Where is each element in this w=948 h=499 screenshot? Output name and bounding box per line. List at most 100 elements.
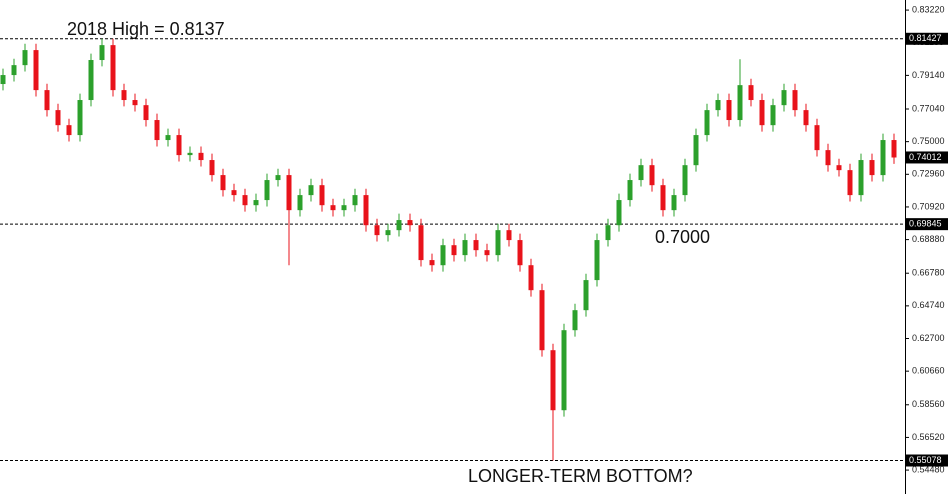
candle-body bbox=[132, 100, 138, 106]
y-tick-label: 0.58560 bbox=[912, 399, 945, 409]
annotation: LONGER-TERM BOTTOM? bbox=[468, 466, 693, 486]
candle-body bbox=[154, 120, 160, 141]
candle-body bbox=[286, 175, 292, 211]
candle-body bbox=[792, 90, 798, 111]
level-box bbox=[906, 218, 948, 231]
candle-body bbox=[374, 225, 380, 236]
candle-body bbox=[462, 240, 468, 256]
candle-body bbox=[825, 150, 831, 166]
candle-body bbox=[770, 105, 776, 126]
candle-body bbox=[407, 220, 413, 226]
candle-body bbox=[220, 175, 226, 191]
candle-body bbox=[803, 110, 809, 126]
candle-body bbox=[869, 160, 875, 176]
candle-body bbox=[726, 100, 732, 121]
candle-body bbox=[198, 152, 204, 161]
level-box bbox=[906, 454, 948, 467]
candle-body bbox=[319, 185, 325, 206]
candle-body bbox=[847, 170, 853, 196]
level-box bbox=[906, 32, 948, 45]
candle-body bbox=[715, 100, 721, 111]
candle-body bbox=[781, 90, 787, 106]
candle-body bbox=[671, 195, 677, 211]
level-label: 0.69845 bbox=[909, 219, 942, 229]
y-tick-label: 0.60660 bbox=[912, 366, 945, 376]
candle-body bbox=[583, 280, 589, 311]
y-tick-label: 0.54480 bbox=[912, 464, 945, 474]
candle-body bbox=[594, 240, 600, 281]
candle-body bbox=[693, 135, 699, 166]
y-tick-label: 0.70920 bbox=[912, 201, 945, 211]
y-tick-label: 0.62700 bbox=[912, 333, 945, 343]
candle-body bbox=[561, 330, 567, 411]
annotation: 2018 High = 0.8137 bbox=[67, 19, 225, 39]
candle-body bbox=[176, 135, 182, 156]
candle-body bbox=[429, 260, 435, 266]
candle-body bbox=[385, 230, 391, 236]
annotation: 0.7000 bbox=[655, 227, 710, 247]
y-tick-label: 0.64740 bbox=[912, 300, 945, 310]
candle-body bbox=[352, 195, 358, 206]
candle-body bbox=[22, 50, 28, 66]
candle-body bbox=[660, 185, 666, 211]
candle-body bbox=[506, 230, 512, 241]
candle-body bbox=[682, 165, 688, 196]
candle-body bbox=[121, 90, 127, 101]
last-price-box bbox=[906, 151, 948, 164]
y-tick-label: 0.66780 bbox=[912, 268, 945, 278]
candle-body bbox=[814, 125, 820, 151]
y-tick-label: 0.72960 bbox=[912, 169, 945, 179]
candle-body bbox=[748, 85, 754, 101]
candle-body bbox=[451, 245, 457, 256]
candle-body bbox=[99, 45, 105, 61]
candle-body bbox=[572, 310, 578, 331]
candle-body bbox=[473, 240, 479, 251]
candle-body bbox=[495, 230, 501, 256]
candle-body bbox=[440, 245, 446, 266]
y-tick-label: 0.75000 bbox=[912, 136, 945, 146]
candle-body bbox=[759, 100, 765, 126]
y-tick-label: 0.56520 bbox=[912, 432, 945, 442]
candle-body bbox=[484, 250, 490, 256]
candle-body bbox=[77, 100, 83, 136]
candle-body bbox=[44, 90, 50, 111]
candle-body bbox=[627, 180, 633, 201]
level-label: 0.81427 bbox=[909, 33, 942, 43]
candle-body bbox=[638, 165, 644, 181]
candle-body bbox=[550, 350, 556, 411]
candle-body bbox=[880, 140, 886, 176]
candle-body bbox=[330, 205, 336, 211]
candle-body bbox=[341, 205, 347, 211]
candle-body bbox=[396, 220, 402, 231]
candle-body bbox=[363, 195, 369, 226]
candle-body bbox=[88, 60, 94, 101]
candle-body bbox=[11, 65, 17, 76]
candle-body bbox=[187, 152, 193, 156]
candle-body bbox=[209, 160, 215, 176]
candle-body bbox=[418, 225, 424, 261]
candle-body bbox=[297, 195, 303, 211]
candle-body bbox=[242, 195, 248, 206]
candle-body bbox=[0, 75, 6, 85]
candle-body bbox=[605, 225, 611, 241]
y-tick-label: 0.79140 bbox=[912, 70, 945, 80]
candle-body bbox=[264, 180, 270, 201]
candle-body bbox=[649, 165, 655, 186]
y-tick-label: 0.77040 bbox=[912, 103, 945, 113]
candle-body bbox=[858, 160, 864, 196]
candle-body bbox=[66, 125, 72, 136]
last-price-label: 0.74012 bbox=[909, 152, 942, 162]
candle-body bbox=[704, 110, 710, 136]
candle-body bbox=[517, 240, 523, 266]
y-tick-label: 0.83220 bbox=[912, 4, 945, 14]
candle-body bbox=[55, 110, 61, 126]
candle-body bbox=[275, 175, 281, 181]
candle-body bbox=[143, 105, 149, 121]
candle-body bbox=[539, 290, 545, 351]
candle-body bbox=[165, 135, 171, 141]
candle-body bbox=[308, 185, 314, 196]
candle-body bbox=[891, 140, 897, 158]
y-tick-label: 0.68880 bbox=[912, 234, 945, 244]
candle-body bbox=[33, 50, 39, 91]
